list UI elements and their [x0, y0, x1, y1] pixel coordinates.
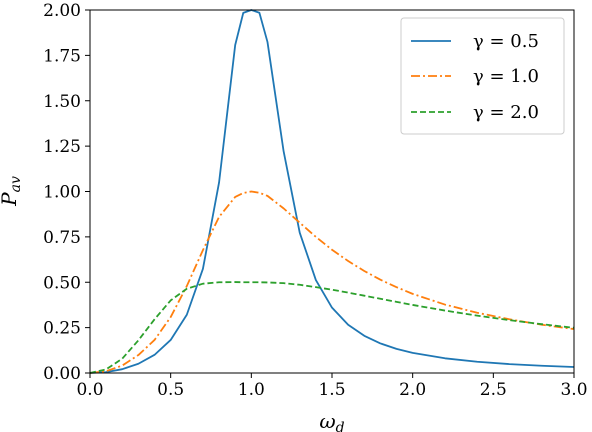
y-axis-ticks: 0.00 0.25 0.50 0.75 1.00 1.25 1.50 1.75 2.00	[43, 1, 90, 384]
y-tick-label: 0.75	[43, 228, 81, 248]
x-tick-label: 0.5	[157, 380, 184, 400]
legend-label-series-2: γ = 1.0	[473, 66, 539, 87]
series-line-1	[89, 9, 575, 374]
y-tick-label: 0.25	[43, 319, 81, 339]
legend-frame	[400, 17, 565, 135]
y-tick-label: 1.00	[43, 183, 81, 203]
x-tick-label: 1.5	[318, 380, 345, 400]
y-tick-label: 1.25	[43, 137, 81, 157]
x-tick-label: 3.0	[560, 380, 587, 400]
y-tick-label: 1.50	[43, 92, 81, 112]
legend: γ = 0.5 γ = 1.0 γ = 2.0	[400, 17, 565, 135]
x-tick-label: 2.0	[399, 380, 426, 400]
y-tick-label: 1.75	[43, 46, 81, 66]
y-tick-label: 0.50	[43, 273, 81, 293]
x-axis-label: ωd	[319, 409, 344, 432]
y-axis-label: Pav	[0, 176, 24, 207]
legend-label-series-1: γ = 0.5	[473, 31, 539, 52]
series-layer	[89, 9, 575, 374]
x-tick-label: 2.5	[480, 380, 507, 400]
x-tick-label: 0.0	[76, 380, 103, 400]
series-line-2	[89, 190, 575, 374]
y-tick-label: 0.00	[43, 364, 81, 384]
legend-label-series-3: γ = 2.0	[473, 102, 539, 123]
y-tick-label: 2.00	[43, 1, 81, 21]
series-line-3	[89, 281, 575, 374]
x-tick-label: 1.0	[238, 380, 265, 400]
x-axis-ticks: 0.0 0.5 1.0 1.5 2.0 2.5 3.0	[76, 373, 588, 400]
